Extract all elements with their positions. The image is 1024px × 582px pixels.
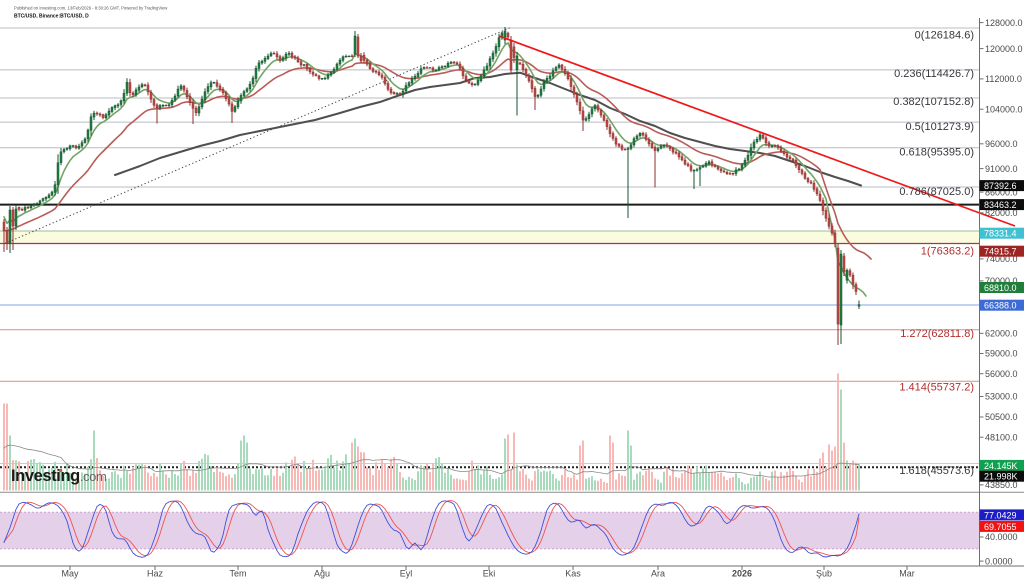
svg-text:2026: 2026 bbox=[732, 569, 752, 579]
svg-text:91000.0: 91000.0 bbox=[985, 164, 1018, 174]
svg-text:Kas: Kas bbox=[565, 569, 581, 579]
svg-text:May: May bbox=[61, 569, 79, 579]
svg-text:82000.0: 82000.0 bbox=[985, 208, 1018, 218]
svg-text:1.618(45573.6): 1.618(45573.6) bbox=[899, 465, 974, 477]
svg-text:1(76363.2): 1(76363.2) bbox=[921, 246, 974, 258]
svg-text:BTC/USD, Binance:BTC/USD, D: BTC/USD, Binance:BTC/USD, D bbox=[14, 14, 89, 20]
svg-text:0.5(101273.9): 0.5(101273.9) bbox=[906, 121, 975, 133]
svg-text:96000.0: 96000.0 bbox=[985, 139, 1018, 149]
svg-text:Haz: Haz bbox=[147, 569, 164, 579]
svg-text:50500.0: 50500.0 bbox=[985, 412, 1018, 422]
svg-text:Investing.com: Investing.com bbox=[11, 467, 106, 485]
svg-text:70000.0: 70000.0 bbox=[985, 276, 1018, 286]
svg-text:Şub: Şub bbox=[816, 569, 832, 579]
svg-text:68810.0: 68810.0 bbox=[984, 283, 1017, 293]
svg-text:56000.0: 56000.0 bbox=[985, 369, 1018, 379]
svg-text:104000.0: 104000.0 bbox=[985, 104, 1023, 114]
svg-text:0.618(95395.0): 0.618(95395.0) bbox=[899, 147, 974, 159]
svg-text:21.998K: 21.998K bbox=[984, 472, 1018, 482]
svg-text:86000.0: 86000.0 bbox=[985, 187, 1018, 197]
svg-text:Eyl: Eyl bbox=[400, 569, 413, 579]
svg-text:120000.0: 120000.0 bbox=[985, 44, 1023, 54]
svg-text:78331.4: 78331.4 bbox=[984, 229, 1017, 239]
svg-text:0.236(114426.7): 0.236(114426.7) bbox=[894, 68, 974, 80]
svg-text:128000.0: 128000.0 bbox=[985, 18, 1023, 28]
svg-text:40.0000: 40.0000 bbox=[985, 532, 1018, 542]
svg-text:69.7055: 69.7055 bbox=[984, 522, 1017, 532]
svg-text:0(126184.6): 0(126184.6) bbox=[915, 30, 974, 42]
svg-text:0.382(107152.8): 0.382(107152.8) bbox=[893, 96, 974, 108]
svg-text:1.414(55737.2): 1.414(55737.2) bbox=[899, 382, 974, 394]
svg-text:83463.2: 83463.2 bbox=[984, 200, 1017, 210]
svg-text:Tem: Tem bbox=[229, 569, 246, 579]
svg-text:43850.0: 43850.0 bbox=[985, 480, 1018, 490]
svg-text:59000.0: 59000.0 bbox=[985, 349, 1018, 359]
svg-text:53000.0: 53000.0 bbox=[985, 392, 1018, 402]
svg-text:1.272(62811.8): 1.272(62811.8) bbox=[900, 328, 974, 340]
svg-text:74000.0: 74000.0 bbox=[985, 254, 1018, 264]
svg-text:Published on Investing.com, 13: Published on Investing.com, 13/Feb/2026 … bbox=[14, 6, 168, 11]
svg-text:87392.6: 87392.6 bbox=[984, 181, 1017, 191]
svg-text:0.786(87025.0): 0.786(87025.0) bbox=[899, 186, 974, 198]
svg-text:0.0000: 0.0000 bbox=[985, 556, 1013, 566]
svg-text:112000.0: 112000.0 bbox=[985, 74, 1022, 84]
svg-text:62000.0: 62000.0 bbox=[985, 329, 1018, 339]
svg-text:Ağu: Ağu bbox=[314, 569, 330, 579]
svg-text:24.145K: 24.145K bbox=[984, 461, 1018, 471]
svg-text:77.0429: 77.0429 bbox=[984, 510, 1017, 520]
svg-text:Eki: Eki bbox=[483, 569, 496, 579]
svg-text:74915.7: 74915.7 bbox=[984, 247, 1017, 257]
svg-text:Ara: Ara bbox=[651, 569, 665, 579]
svg-text:48100.0: 48100.0 bbox=[985, 432, 1018, 442]
svg-text:Mar: Mar bbox=[899, 569, 915, 579]
svg-text:66388.0: 66388.0 bbox=[984, 301, 1017, 311]
